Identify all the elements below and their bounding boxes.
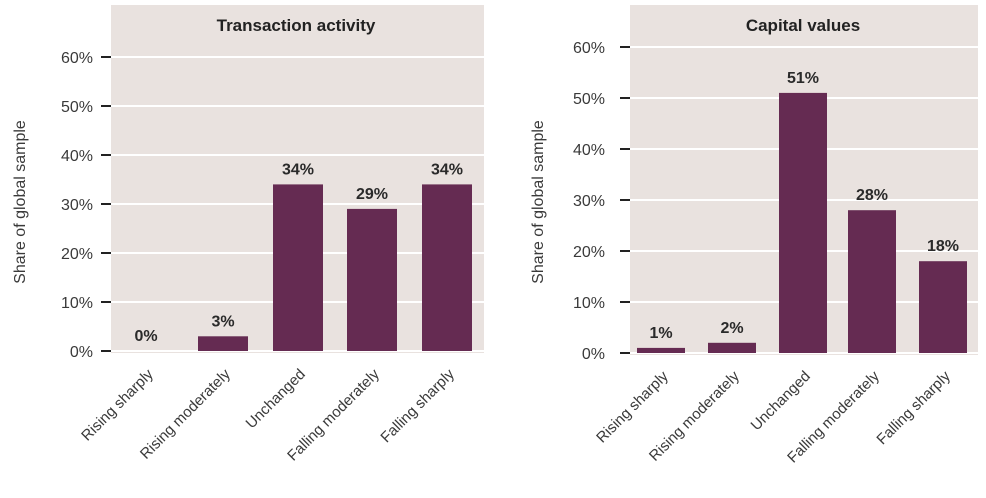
data-label: 2% bbox=[720, 320, 743, 337]
bar bbox=[637, 347, 685, 353]
y-tick-label: 20% bbox=[573, 244, 605, 261]
data-label: 34% bbox=[282, 161, 314, 178]
chart-title: Capital values bbox=[746, 16, 860, 35]
x-tick-label: Unchanged bbox=[748, 368, 814, 434]
y-axis-label: Share of global sample bbox=[12, 120, 29, 284]
y-tick-label: 10% bbox=[573, 295, 605, 312]
y-tick-label: 30% bbox=[573, 193, 605, 210]
y-tick-label: 50% bbox=[61, 99, 93, 116]
chart-transaction-activity: Transaction activity Share of global sam… bbox=[12, 5, 484, 464]
data-label: 34% bbox=[431, 161, 463, 178]
y-ticks: 0% 10% 20% 30% 40% 50% 60% bbox=[61, 50, 111, 361]
data-label: 28% bbox=[856, 187, 888, 204]
bar bbox=[779, 92, 827, 354]
data-labels: 0% 3% 34% 29% 34% bbox=[134, 161, 463, 345]
y-tick-label: 10% bbox=[61, 295, 93, 312]
y-tick-label: 40% bbox=[573, 142, 605, 159]
y-tick-label: 20% bbox=[61, 246, 93, 263]
bars bbox=[198, 184, 472, 351]
y-tick-label: 50% bbox=[573, 91, 605, 108]
bar bbox=[273, 184, 323, 351]
x-tick-label: Unchanged bbox=[243, 366, 309, 432]
bar bbox=[919, 261, 967, 353]
bar bbox=[198, 336, 248, 351]
y-tick-label: 30% bbox=[61, 197, 93, 214]
bar bbox=[848, 210, 896, 353]
y-tick-label: 60% bbox=[573, 40, 605, 57]
data-label: 29% bbox=[356, 186, 388, 203]
y-ticks: 0% 10% 20% 30% 40% 50% 60% bbox=[573, 40, 630, 363]
x-tick-label: Rising sharply bbox=[78, 365, 157, 444]
chart-title: Transaction activity bbox=[217, 16, 376, 35]
y-axis-label: Share of global sample bbox=[530, 120, 547, 284]
chart-capital-values: Capital values Share of global sample 0%… bbox=[530, 5, 978, 466]
y-tick-label: 0% bbox=[582, 346, 605, 363]
x-tick-label: Rising sharply bbox=[593, 367, 672, 446]
data-label: 51% bbox=[787, 70, 819, 87]
data-label: 0% bbox=[134, 328, 157, 345]
y-tick-label: 60% bbox=[61, 50, 93, 67]
bar bbox=[708, 342, 756, 353]
bar bbox=[422, 184, 472, 351]
y-tick-label: 40% bbox=[61, 148, 93, 165]
y-tick-label: 0% bbox=[70, 344, 93, 361]
bar bbox=[347, 208, 397, 351]
x-tick-label: Falling sharply bbox=[873, 367, 954, 448]
data-labels: 1% 2% 51% 28% 18% bbox=[649, 70, 959, 342]
data-label: 1% bbox=[649, 325, 672, 342]
data-label: 18% bbox=[927, 238, 959, 255]
bars bbox=[637, 92, 967, 354]
data-label: 3% bbox=[211, 313, 234, 330]
x-tick-label: Falling sharply bbox=[377, 365, 458, 446]
